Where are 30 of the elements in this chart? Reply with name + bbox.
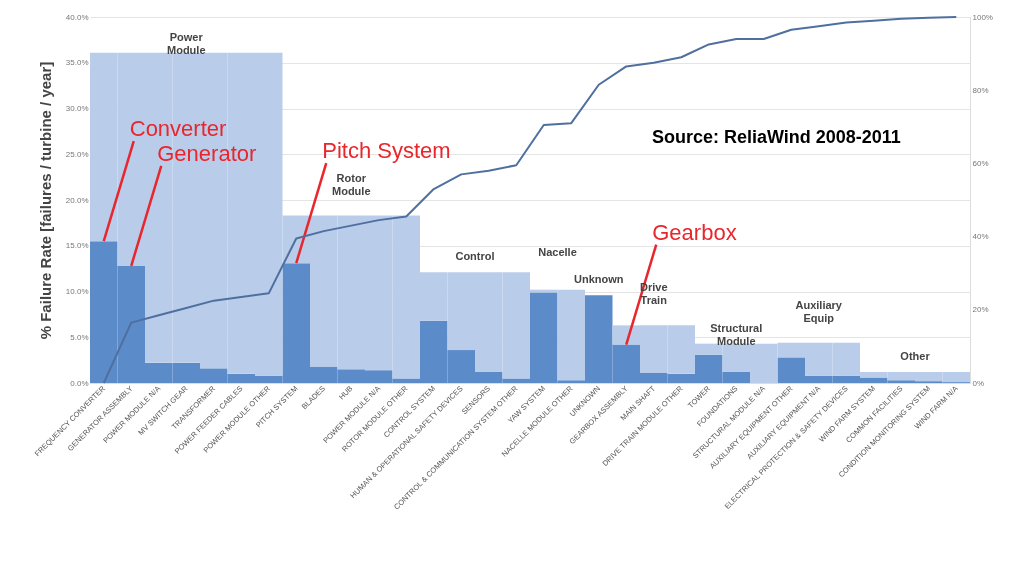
annotation: Rotor Module bbox=[332, 171, 371, 197]
annotation: Converter bbox=[129, 116, 227, 142]
y-tick-label: 10.0% bbox=[65, 287, 89, 296]
y2-tick-label: 0% bbox=[972, 378, 985, 388]
y2-tick-label: 20% bbox=[972, 305, 989, 315]
line-series bbox=[102, 16, 958, 384]
y-tick-label: 20.0% bbox=[65, 195, 89, 205]
annotation: Structural Module bbox=[710, 321, 763, 347]
annotation: Auxiliary Equip bbox=[795, 298, 843, 324]
y-tick-label: 25.0% bbox=[65, 149, 89, 159]
annotation: Generator bbox=[157, 140, 257, 166]
annotation: Power Module bbox=[167, 30, 206, 56]
annotation: Source: ReliaWind 2008-2011 bbox=[651, 126, 901, 147]
y2-tick-label: 60% bbox=[972, 158, 989, 168]
y-tick-label: 5.0% bbox=[70, 332, 89, 342]
y2-tick-label: 80% bbox=[972, 85, 989, 95]
annotation: Nacelle bbox=[538, 245, 577, 258]
annotation: Pitch System bbox=[322, 138, 451, 164]
y-axis-title: % Failure Rate [failures / turbine / year] bbox=[36, 61, 54, 340]
y2-tick-label: 100% bbox=[972, 12, 993, 22]
annotation: Gearbox bbox=[652, 219, 737, 245]
y2-tick-label: 40% bbox=[972, 232, 989, 242]
annotation: Control bbox=[455, 250, 495, 263]
y-tick-label: 15.0% bbox=[65, 241, 89, 251]
y-tick-label: 40.0% bbox=[65, 12, 89, 22]
annotation: Unknown bbox=[574, 273, 624, 286]
annotation: Other bbox=[900, 350, 931, 363]
y-tick-label: 0.0% bbox=[70, 378, 89, 388]
y-tick-label: 30.0% bbox=[65, 104, 89, 113]
y-tick-label: 35.0% bbox=[65, 58, 89, 68]
